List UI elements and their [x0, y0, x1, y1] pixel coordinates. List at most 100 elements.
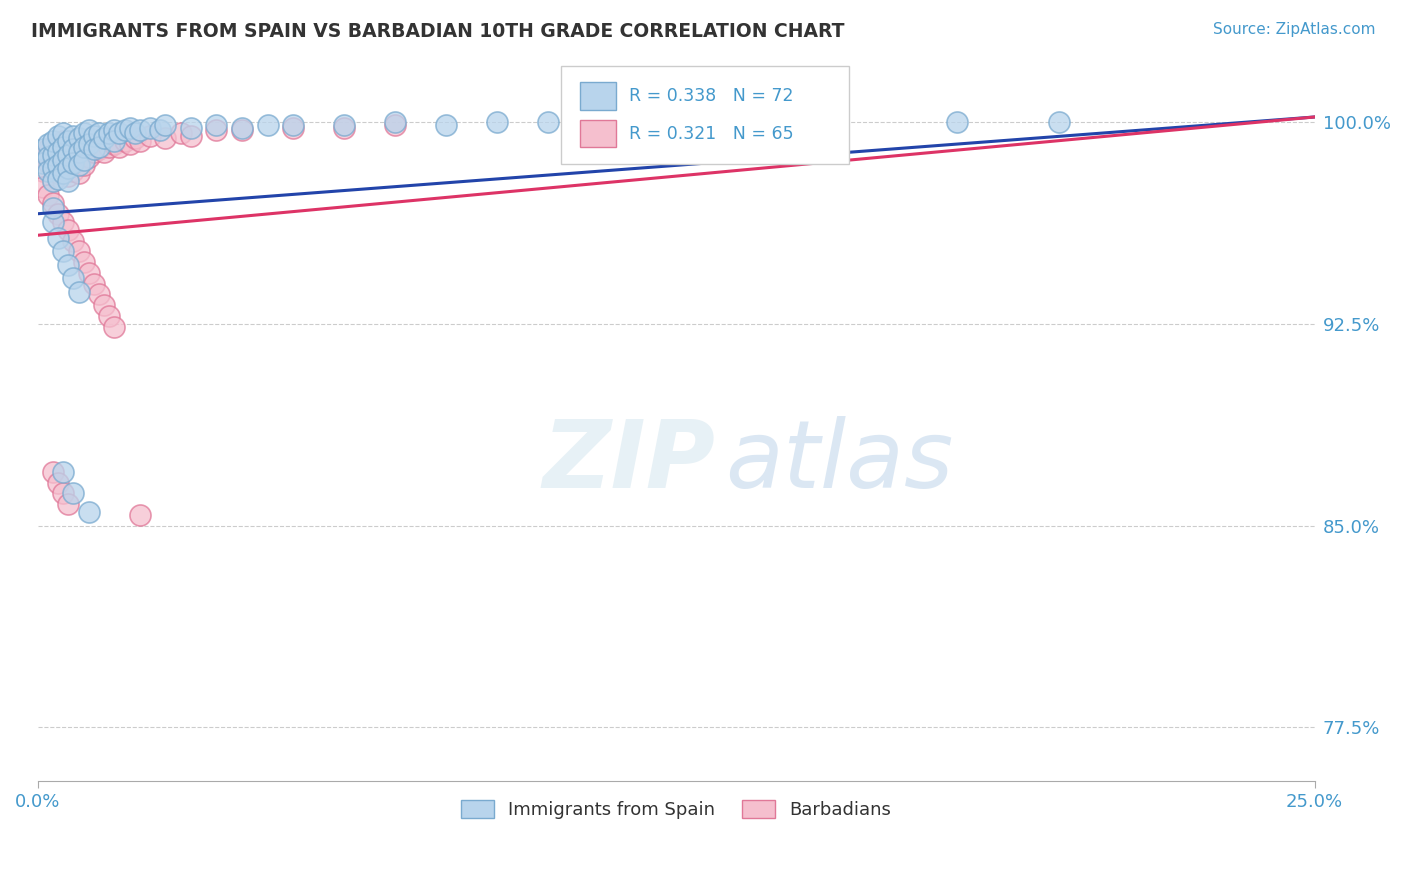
- Point: [793, 115, 815, 129]
- Point: [62, 271, 84, 285]
- Point: [139, 128, 162, 143]
- Point: [42, 465, 65, 479]
- Point: [42, 174, 65, 188]
- Point: [333, 118, 356, 132]
- FancyBboxPatch shape: [581, 120, 616, 147]
- Point: [42, 202, 65, 216]
- Point: [46, 153, 69, 167]
- Text: R = 0.338   N = 72: R = 0.338 N = 72: [628, 87, 793, 104]
- Point: [77, 150, 100, 164]
- Point: [114, 123, 136, 137]
- Point: [62, 136, 84, 151]
- Point: [46, 475, 69, 490]
- Point: [46, 128, 69, 143]
- Point: [180, 128, 202, 143]
- Point: [46, 139, 69, 153]
- Point: [31, 142, 53, 156]
- Point: [58, 174, 80, 188]
- Point: [103, 319, 125, 334]
- Point: [37, 142, 59, 156]
- Point: [37, 155, 59, 169]
- Point: [31, 179, 53, 194]
- Point: [108, 139, 131, 153]
- Point: [87, 287, 110, 301]
- Point: [83, 142, 105, 156]
- Point: [42, 147, 65, 161]
- Point: [37, 136, 59, 151]
- Point: [98, 139, 121, 153]
- Point: [128, 134, 150, 148]
- Point: [384, 115, 406, 129]
- Point: [155, 118, 177, 132]
- Point: [170, 126, 193, 140]
- Point: [58, 155, 80, 169]
- Point: [73, 139, 96, 153]
- Point: [62, 142, 84, 156]
- Point: [98, 309, 121, 323]
- Point: [52, 465, 75, 479]
- Point: [67, 142, 90, 156]
- Point: [98, 126, 121, 140]
- Point: [37, 188, 59, 202]
- Point: [1047, 115, 1070, 129]
- Point: [52, 166, 75, 180]
- Point: [73, 255, 96, 269]
- Point: [52, 215, 75, 229]
- Point: [46, 231, 69, 245]
- Point: [67, 145, 90, 159]
- Point: [42, 150, 65, 164]
- Point: [52, 126, 75, 140]
- Point: [58, 134, 80, 148]
- Point: [58, 497, 80, 511]
- Point: [67, 285, 90, 299]
- Point: [231, 120, 253, 135]
- Point: [384, 118, 406, 132]
- Point: [87, 126, 110, 140]
- Point: [281, 120, 304, 135]
- Point: [42, 134, 65, 148]
- Point: [67, 158, 90, 172]
- Point: [128, 123, 150, 137]
- Point: [946, 115, 969, 129]
- Text: R = 0.321   N = 65: R = 0.321 N = 65: [628, 125, 793, 143]
- Point: [640, 115, 662, 129]
- Point: [114, 134, 136, 148]
- Point: [67, 244, 90, 259]
- Point: [83, 145, 105, 159]
- Point: [537, 115, 560, 129]
- Point: [149, 123, 172, 137]
- Point: [205, 123, 228, 137]
- Point: [103, 136, 125, 151]
- Text: Source: ZipAtlas.com: Source: ZipAtlas.com: [1212, 22, 1375, 37]
- Point: [67, 131, 90, 145]
- Point: [77, 139, 100, 153]
- Point: [52, 147, 75, 161]
- Point: [83, 277, 105, 291]
- Point: [103, 134, 125, 148]
- Point: [108, 126, 131, 140]
- Point: [103, 123, 125, 137]
- Point: [77, 123, 100, 137]
- Point: [124, 126, 146, 140]
- Point: [67, 166, 90, 180]
- Point: [31, 147, 53, 161]
- Point: [58, 147, 80, 161]
- Point: [42, 161, 65, 175]
- Point: [77, 505, 100, 519]
- Point: [58, 223, 80, 237]
- Point: [180, 120, 202, 135]
- Point: [62, 163, 84, 178]
- Point: [155, 131, 177, 145]
- Point: [73, 147, 96, 161]
- Point: [58, 142, 80, 156]
- Point: [67, 153, 90, 167]
- Point: [52, 244, 75, 259]
- Point: [93, 298, 115, 312]
- Point: [87, 139, 110, 153]
- Point: [52, 139, 75, 153]
- Point: [31, 163, 53, 178]
- Point: [46, 145, 69, 159]
- FancyBboxPatch shape: [561, 66, 849, 164]
- Point: [87, 142, 110, 156]
- Point: [42, 196, 65, 211]
